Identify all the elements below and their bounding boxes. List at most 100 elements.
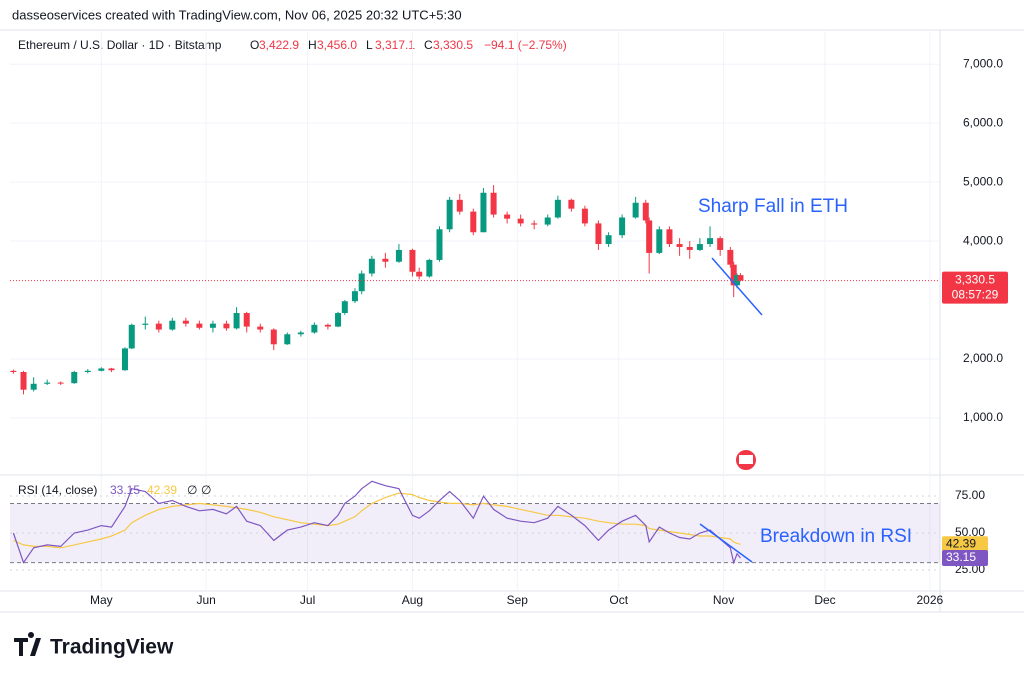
candle-body bbox=[544, 217, 551, 225]
x-tick-label: Jun bbox=[196, 593, 215, 607]
ohlc-value: 3,330.5 bbox=[433, 38, 473, 52]
value-tag bbox=[942, 549, 988, 566]
price-tag-countdown: 08:57:29 bbox=[952, 288, 999, 302]
brand: TradingView bbox=[50, 636, 174, 659]
candle-body bbox=[642, 202, 649, 221]
candle-body bbox=[368, 258, 375, 274]
candle-body bbox=[257, 326, 264, 330]
candle-body bbox=[243, 313, 250, 327]
annotation: Sharp Fall in ETH bbox=[698, 196, 848, 217]
candle-body bbox=[121, 348, 128, 371]
candle-body bbox=[734, 275, 741, 286]
ohlc-value: 3,456.0 bbox=[317, 38, 357, 52]
candle-body bbox=[531, 223, 538, 225]
trend-line bbox=[699, 523, 753, 563]
x-tick-label: Sep bbox=[507, 593, 529, 607]
candle-body bbox=[324, 324, 331, 327]
candle-body bbox=[233, 313, 240, 329]
candle-body bbox=[727, 249, 734, 265]
candle-body bbox=[44, 382, 51, 384]
candle-body bbox=[311, 324, 318, 333]
candle-body bbox=[358, 273, 365, 292]
x-tick-label: Nov bbox=[713, 593, 734, 607]
x-tick-label: 2026 bbox=[917, 593, 944, 607]
candle-body bbox=[656, 229, 663, 253]
candle-body bbox=[480, 192, 487, 233]
y-tick-label: 5,000.0 bbox=[963, 174, 1003, 188]
ohlc-key: L bbox=[366, 38, 373, 52]
candle-body bbox=[20, 371, 27, 390]
ohlc-key: O bbox=[250, 38, 259, 52]
logo-mark bbox=[14, 632, 41, 656]
rsi-line bbox=[12, 480, 741, 565]
x-tick-label: Aug bbox=[402, 593, 423, 607]
candle-body bbox=[416, 271, 423, 277]
candle-body bbox=[426, 259, 433, 277]
candle-body bbox=[676, 244, 683, 247]
candle-body bbox=[270, 329, 277, 345]
legend-value: 42.39 bbox=[147, 483, 177, 497]
candle-body bbox=[737, 275, 744, 281]
ohlc-key: H bbox=[308, 38, 317, 52]
candle-body bbox=[395, 249, 402, 262]
rsi-line bbox=[13, 492, 741, 549]
candle-body bbox=[707, 238, 714, 245]
candle-body bbox=[30, 383, 37, 390]
candle-body bbox=[169, 320, 176, 330]
y-tick-label: 50.00 bbox=[955, 525, 985, 539]
x-tick-label: Oct bbox=[609, 593, 628, 607]
candle-body bbox=[581, 208, 588, 224]
change: −94.1 (−2.75%) bbox=[484, 38, 567, 52]
candle-body bbox=[84, 370, 91, 372]
candle-body bbox=[666, 229, 673, 245]
value-tag-label: 42.39 bbox=[946, 536, 976, 550]
candle-body bbox=[71, 371, 78, 384]
candle-body bbox=[504, 214, 511, 219]
candle-body bbox=[470, 211, 477, 233]
y-tick-label: 2,000.0 bbox=[963, 351, 1003, 365]
candle-body bbox=[223, 323, 230, 329]
x-tick-label: May bbox=[90, 593, 113, 607]
ohlc-value: 3,317.1 bbox=[375, 38, 415, 52]
candle-body bbox=[517, 218, 524, 224]
candle-body bbox=[595, 223, 602, 245]
candle-body bbox=[730, 264, 737, 286]
candle-body bbox=[108, 368, 115, 371]
candle-body bbox=[209, 323, 216, 328]
value-tag-label: 33.15 bbox=[946, 550, 976, 564]
y-tick-label: 1,000.0 bbox=[963, 410, 1003, 424]
candle-body bbox=[142, 323, 149, 325]
credit: dasseoservices created with TradingView.… bbox=[12, 7, 462, 22]
annotation: Breakdown in RSI bbox=[760, 526, 912, 547]
y-tick-label: 7,000.0 bbox=[963, 56, 1003, 70]
y-tick-label: 4,000.0 bbox=[963, 233, 1003, 247]
price-tag bbox=[942, 271, 1008, 304]
candle-body bbox=[335, 313, 342, 327]
candle-body bbox=[155, 323, 162, 330]
candle-body bbox=[568, 199, 575, 209]
candle-body bbox=[632, 202, 639, 218]
candle-body bbox=[490, 192, 497, 215]
candle-body bbox=[696, 244, 703, 250]
y-tick-label: 75.00 bbox=[955, 488, 985, 502]
candle-body bbox=[10, 370, 17, 372]
candle-body bbox=[605, 235, 612, 245]
event-icon-flag bbox=[739, 455, 753, 464]
candle-body bbox=[619, 217, 626, 236]
candle-body bbox=[57, 382, 64, 384]
candle-body bbox=[456, 199, 463, 212]
indicator-title: RSI (14, close) bbox=[18, 483, 97, 497]
candle-body bbox=[284, 334, 291, 345]
candle-body bbox=[98, 368, 105, 371]
candle-body bbox=[409, 249, 416, 272]
candle-body bbox=[717, 238, 724, 250]
candle-body bbox=[351, 291, 358, 302]
trend-line bbox=[711, 257, 763, 316]
candle-body bbox=[646, 220, 653, 253]
candle-body bbox=[196, 323, 203, 328]
value-tag bbox=[942, 536, 988, 553]
candle-body bbox=[341, 301, 348, 314]
price-tag-value: 3,330.5 bbox=[955, 273, 995, 287]
candle-body bbox=[436, 229, 443, 260]
